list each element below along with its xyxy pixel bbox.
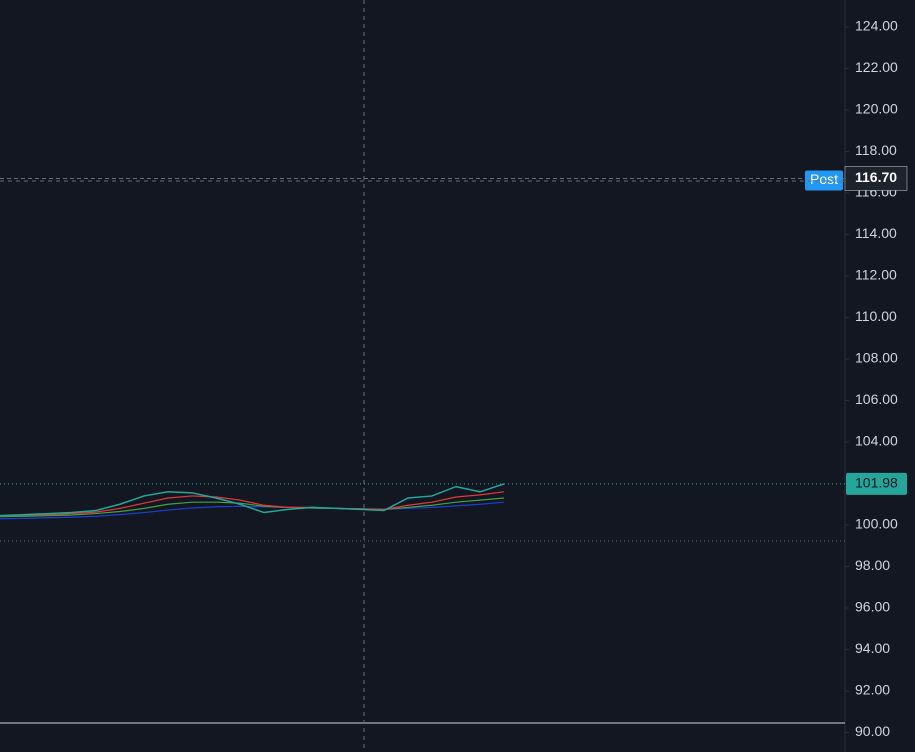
y-tick-label: 104.00 bbox=[855, 433, 898, 449]
y-tick-label: 114.00 bbox=[855, 225, 897, 241]
y-tick-label: 120.00 bbox=[855, 101, 898, 117]
post-price-label: 116.70 bbox=[855, 169, 897, 185]
y-tick-label: 124.00 bbox=[855, 18, 898, 34]
post-badge-label: Post bbox=[810, 171, 838, 187]
y-tick-label: 90.00 bbox=[855, 723, 890, 739]
last-price-label: 101.98 bbox=[855, 475, 898, 491]
y-tick-label: 122.00 bbox=[855, 59, 898, 75]
y-tick-label: 106.00 bbox=[855, 391, 898, 407]
y-tick-label: 110.00 bbox=[855, 308, 897, 324]
price-line bbox=[0, 483, 505, 517]
y-tick-label: 100.00 bbox=[855, 516, 898, 532]
moving-average bbox=[0, 491, 505, 517]
post-badge bbox=[805, 170, 843, 191]
moving-average bbox=[0, 497, 505, 518]
y-tick-label: 94.00 bbox=[855, 640, 890, 656]
y-tick-label: 98.00 bbox=[855, 557, 890, 573]
last-price-box bbox=[846, 472, 907, 495]
y-tick-label: 108.00 bbox=[855, 350, 898, 366]
y-tick-label: 118.00 bbox=[855, 142, 897, 158]
y-tick-label: 96.00 bbox=[855, 599, 890, 615]
moving-average bbox=[0, 501, 505, 520]
post-price-box bbox=[844, 166, 908, 191]
y-tick-label: 112.00 bbox=[855, 267, 897, 283]
y-tick-label: 92.00 bbox=[855, 682, 890, 698]
